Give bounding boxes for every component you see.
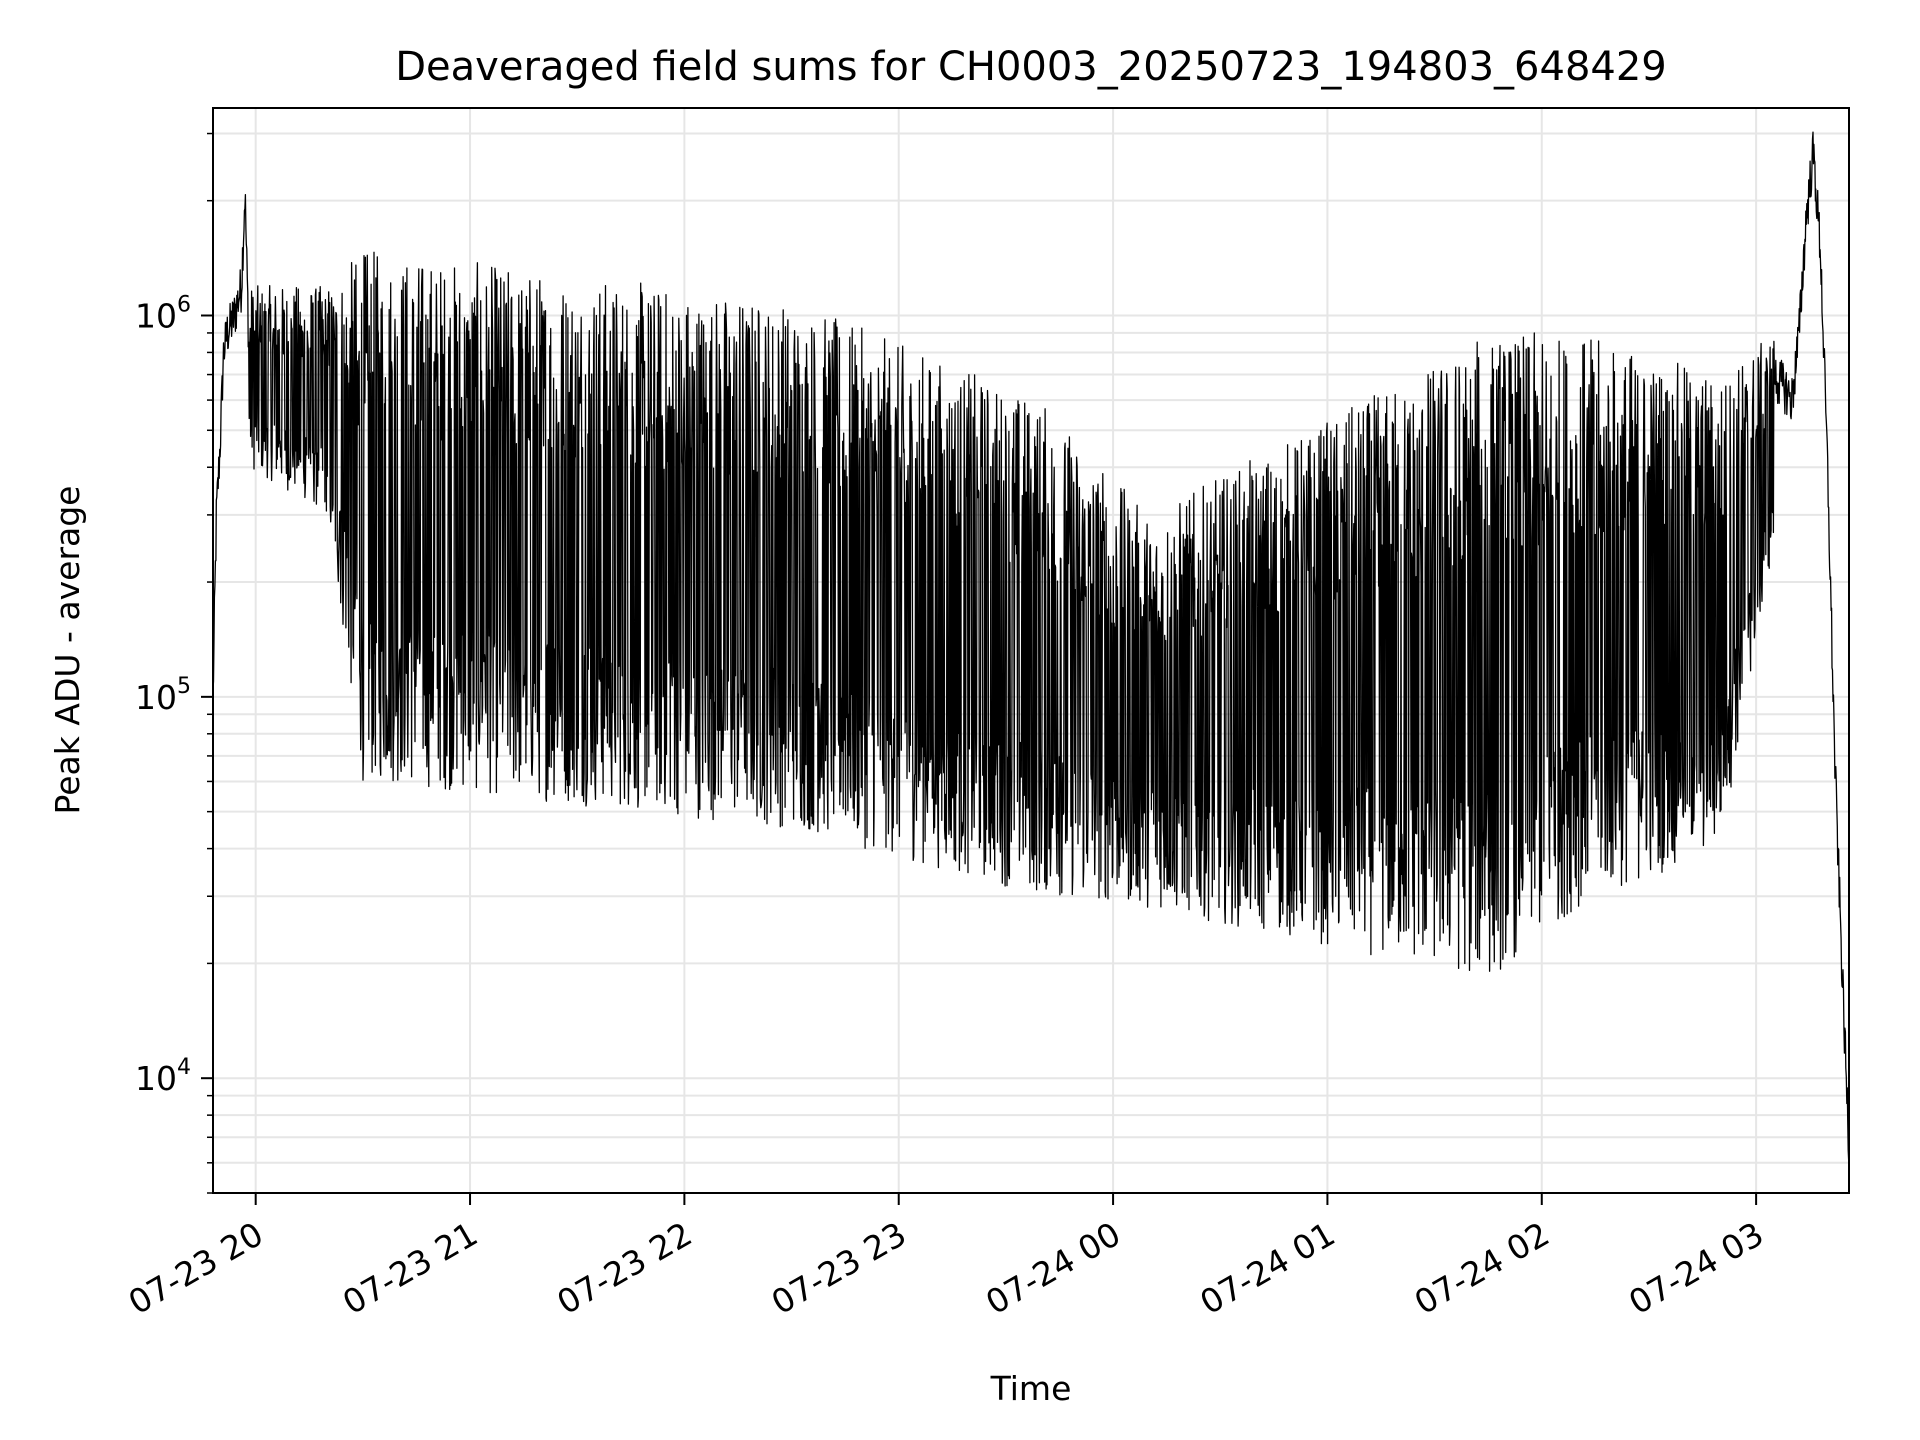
x-tick-label: 07-24 01 — [1193, 1214, 1341, 1322]
y-tick-label: 106 — [135, 292, 191, 335]
series-line — [212, 131, 1850, 1162]
x-axis-ticks: 07-23 20 07-23 21 07-23 22 07-23 23 07-24 00… — [122, 1193, 1770, 1322]
y-axis-label: Peak ADU - average — [48, 486, 87, 815]
y-tick-label: 105 — [135, 674, 191, 717]
plot-frame — [212, 107, 1850, 1194]
x-tick-label: 07-23 21 — [336, 1214, 484, 1322]
y-axis-ticks: 104 105 106 — [135, 132, 213, 1194]
x-tick-label: 07-23 22 — [550, 1214, 698, 1322]
x-tick-label: 07-24 00 — [979, 1214, 1127, 1322]
x-tick-label: 07-23 20 — [122, 1214, 270, 1322]
y-tick-label: 104 — [135, 1055, 191, 1098]
x-tick-label: 07-24 02 — [1408, 1214, 1556, 1322]
x-tick-label: 07-23 23 — [765, 1214, 913, 1322]
x-axis-label: Time — [990, 1369, 1072, 1408]
chart-title: Deaveraged field sums for CH0003_2025072… — [395, 44, 1667, 90]
x-tick-label: 07-24 03 — [1622, 1214, 1770, 1322]
